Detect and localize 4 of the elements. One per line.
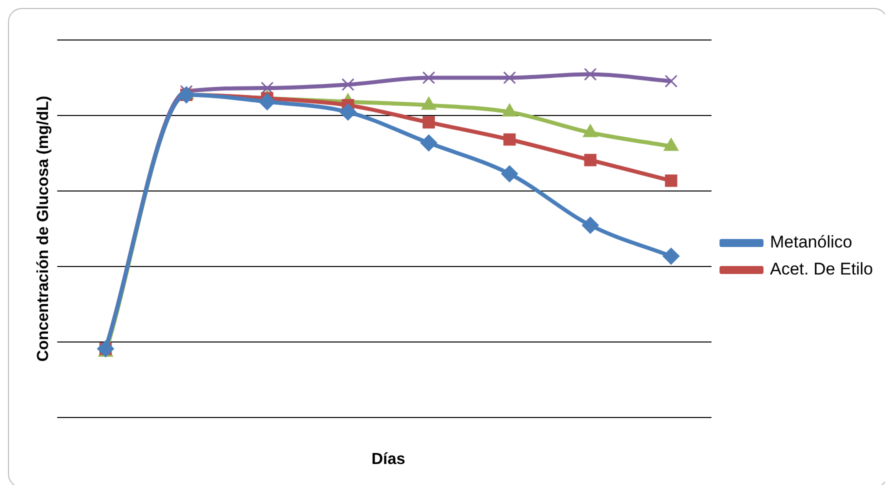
legend-label: Metanólico xyxy=(770,232,852,252)
y-axis-title: Concentración de Glucosa (mg/dL) xyxy=(35,96,52,362)
legend-label: Acet. De Etilo xyxy=(770,260,874,279)
x-axis-title: Días xyxy=(371,450,406,468)
